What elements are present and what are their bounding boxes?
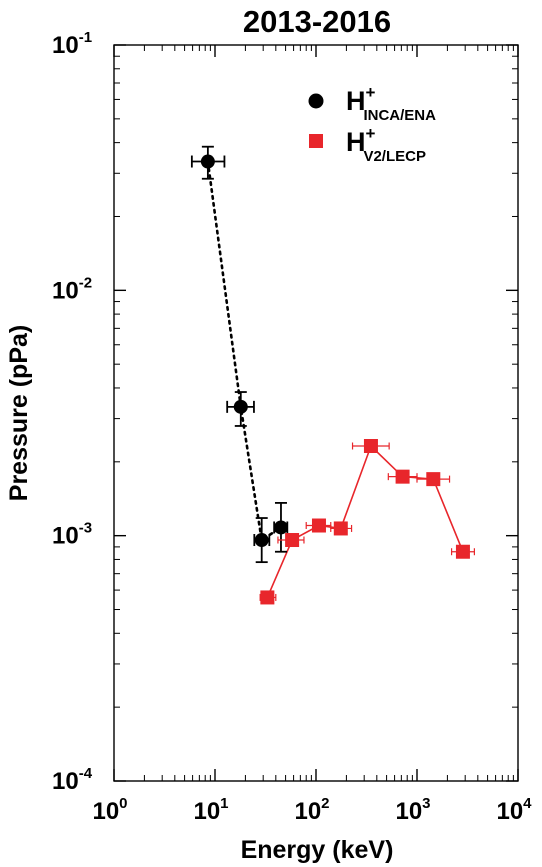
series-line-inca-ena [206, 160, 283, 543]
x-tick-label: 102 [294, 795, 329, 825]
x-tick-label: 103 [395, 795, 430, 825]
chart-title: 2013-2016 [243, 4, 391, 39]
x-tick-base: 10 [294, 798, 321, 825]
y-tick-label: 10-2 [52, 274, 92, 304]
legend-sup-inca-ena: + [366, 83, 376, 102]
x-tick-exponent: 0 [119, 795, 127, 812]
legend: H+ INCA/ENA H+ V2/LECP [290, 70, 490, 174]
x-tick-exponent: 2 [321, 795, 329, 812]
legend-label-inca-ena: H+ INCA/ENA [346, 83, 436, 124]
x-axis-label: Energy (keV) [241, 836, 394, 864]
legend-base-inca-ena: H [346, 86, 366, 116]
data-point-circle [200, 154, 215, 169]
y-tick-label: 10-3 [52, 520, 92, 550]
legend-label-v2-lecp: H+ V2/LECP [346, 124, 426, 165]
y-tick-labels: 10-410-310-210-1 [52, 29, 93, 795]
data-point-square [285, 533, 300, 548]
data-point-square [455, 544, 470, 559]
x-tick-label: 104 [496, 795, 532, 825]
x-tick-exponent: 3 [422, 795, 430, 812]
data-point-square [333, 521, 348, 536]
x-tick-exponent: 4 [523, 795, 532, 812]
data-point-square [395, 469, 410, 484]
data-point-circle [254, 533, 269, 548]
data-point-square [260, 590, 275, 605]
x-tick-base: 10 [92, 798, 119, 825]
legend-sub-v2-lecp: V2/LECP [363, 148, 426, 165]
y-tick-exponent: -1 [79, 29, 92, 46]
y-tick-exponent: -4 [79, 765, 93, 782]
legend-marker-v2-lecp [309, 134, 323, 148]
minor-ticks [114, 45, 518, 781]
x-tick-base: 10 [193, 798, 220, 825]
data-point-square [426, 472, 441, 487]
legend-box [290, 70, 490, 174]
legend-marker-inca-ena [308, 93, 324, 109]
y-tick-label: 10-1 [52, 29, 92, 59]
x-tick-labels: 100 101 102 103 104 [92, 795, 532, 825]
data-point-square [311, 518, 326, 533]
y-tick-base: 10 [52, 277, 79, 304]
data-markers [200, 154, 470, 605]
legend-base-v2-lecp: H [346, 127, 366, 157]
data-point-circle [273, 520, 288, 535]
y-tick-exponent: -3 [79, 520, 92, 537]
y-tick-base: 10 [52, 523, 79, 550]
data-point-circle [233, 399, 248, 414]
x-tick-base: 10 [496, 798, 523, 825]
y-tick-base: 10 [52, 768, 79, 795]
x-tick-exponent: 1 [220, 795, 228, 812]
legend-sub-inca-ena: INCA/ENA [363, 107, 436, 124]
plot-frame [113, 44, 519, 782]
x-tick-label: 101 [193, 795, 228, 825]
y-tick-base: 10 [52, 32, 79, 59]
y-axis-label: Pressure (pPa) [5, 325, 33, 501]
y-tick-label: 10-4 [52, 765, 93, 795]
y-tick-exponent: -2 [79, 274, 92, 291]
x-tick-base: 10 [395, 798, 422, 825]
data-point-square [363, 439, 378, 454]
legend-sup-v2-lecp: + [366, 124, 376, 143]
x-tick-label: 100 [92, 795, 127, 825]
